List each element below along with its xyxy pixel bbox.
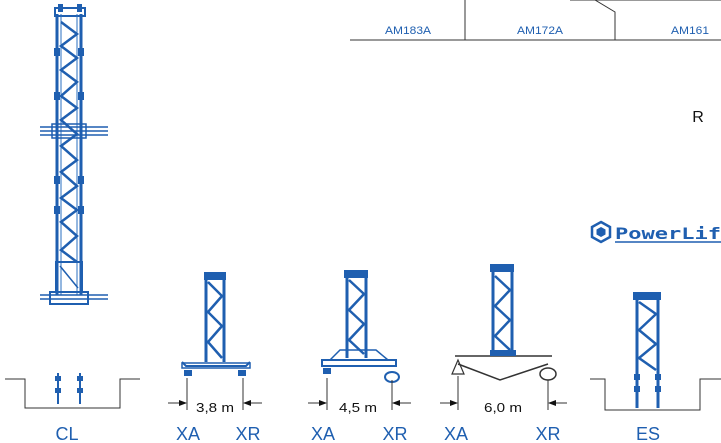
brand-logo: PowerLif (590, 220, 721, 244)
tall-tower-mast (40, 4, 108, 305)
dimension-label-medium: 4,5 m (339, 400, 377, 415)
base-label-xa-3: XA (444, 424, 468, 443)
cross-base-small (168, 272, 262, 410)
dimension-label-small: 3,8 m (196, 400, 234, 415)
model-label-am183a: AM183A (385, 25, 432, 37)
cross-base-medium (308, 270, 411, 410)
cl-base-footing (5, 373, 140, 409)
base-label-xr-2: XR (382, 424, 407, 443)
base-label-cl: CL (55, 424, 78, 443)
base-label-es: ES (636, 424, 660, 443)
es-base-mast (590, 292, 721, 411)
hexagon-logo-icon (590, 220, 612, 244)
base-label-xr-1: XR (235, 424, 260, 443)
cross-base-large (440, 264, 567, 410)
dimension-label-large: 6,0 m (484, 400, 522, 415)
model-label-am161: AM161 (671, 25, 709, 37)
brand-name: PowerLif (615, 224, 721, 243)
base-label-xr-3: XR (535, 424, 560, 443)
model-table: AM183A AM172A AM161 (350, 0, 721, 41)
base-label-xa-1: XA (176, 424, 200, 443)
model-label-am172a: AM172A (517, 25, 564, 37)
side-letter: R (692, 109, 704, 126)
base-label-xa-2: XA (311, 424, 335, 443)
